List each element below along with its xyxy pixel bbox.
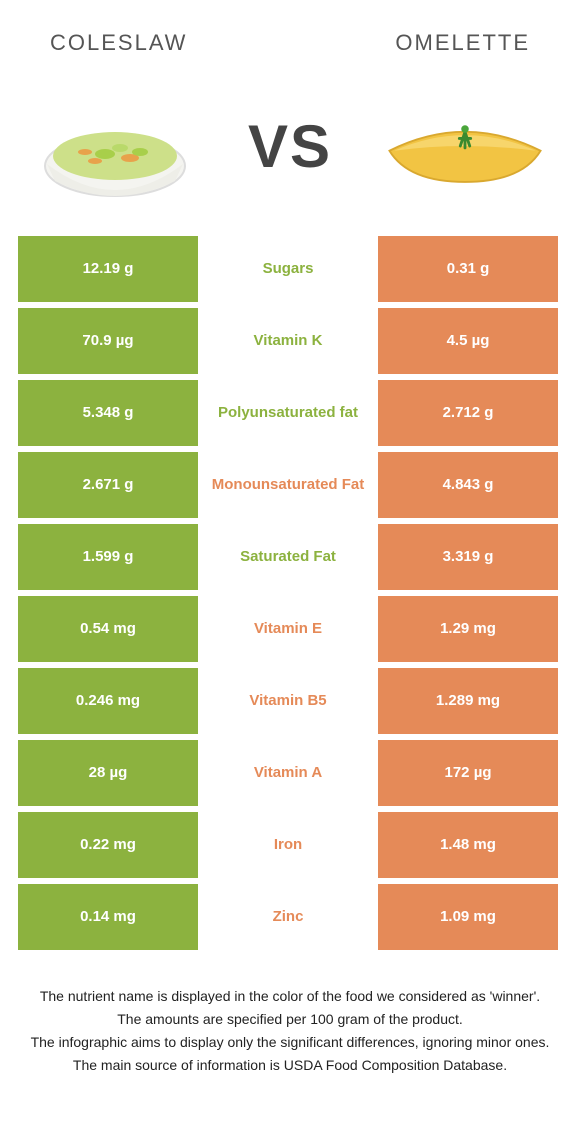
nutrient-label: Saturated Fat — [198, 524, 378, 590]
left-value: 0.14 mg — [18, 884, 198, 950]
right-value: 1.09 mg — [378, 884, 558, 950]
footnote-line: The infographic aims to display only the… — [28, 1032, 552, 1053]
left-value: 12.19 g — [18, 236, 198, 302]
header: Coleslaw Omelette — [0, 0, 580, 76]
right-food-title: Omelette — [395, 30, 530, 56]
left-value: 5.348 g — [18, 380, 198, 446]
left-food-title: Coleslaw — [50, 30, 187, 56]
right-value: 1.48 mg — [378, 812, 558, 878]
right-value: 172 µg — [378, 740, 558, 806]
right-value: 3.319 g — [378, 524, 558, 590]
left-value: 0.22 mg — [18, 812, 198, 878]
right-value: 1.29 mg — [378, 596, 558, 662]
footnote-line: The amounts are specified per 100 gram o… — [28, 1009, 552, 1030]
table-row: 0.246 mgVitamin B51.289 mg — [18, 668, 562, 734]
left-value: 0.54 mg — [18, 596, 198, 662]
right-value: 1.289 mg — [378, 668, 558, 734]
footnote-line: The nutrient name is displayed in the co… — [28, 986, 552, 1007]
footnotes: The nutrient name is displayed in the co… — [0, 956, 580, 1076]
table-row: 0.54 mgVitamin E1.29 mg — [18, 596, 562, 662]
table-row: 5.348 gPolyunsaturated fat2.712 g — [18, 380, 562, 446]
nutrient-label: Vitamin K — [198, 308, 378, 374]
coleslaw-image — [30, 86, 200, 206]
table-row: 2.671 gMonounsaturated Fat4.843 g — [18, 452, 562, 518]
nutrient-label: Zinc — [198, 884, 378, 950]
table-row: 0.14 mgZinc1.09 mg — [18, 884, 562, 950]
left-value: 70.9 µg — [18, 308, 198, 374]
table-row: 1.599 gSaturated Fat3.319 g — [18, 524, 562, 590]
nutrient-label: Sugars — [198, 236, 378, 302]
left-value: 2.671 g — [18, 452, 198, 518]
nutrient-label: Vitamin E — [198, 596, 378, 662]
nutrient-label: Vitamin A — [198, 740, 378, 806]
right-value: 4.843 g — [378, 452, 558, 518]
comparison-table: 12.19 gSugars0.31 g70.9 µgVitamin K4.5 µ… — [0, 236, 580, 950]
nutrient-label: Vitamin B5 — [198, 668, 378, 734]
omelette-image — [380, 86, 550, 206]
right-value: 0.31 g — [378, 236, 558, 302]
footnote-line: The main source of information is USDA F… — [28, 1055, 552, 1076]
left-value: 1.599 g — [18, 524, 198, 590]
right-value: 4.5 µg — [378, 308, 558, 374]
left-value: 0.246 mg — [18, 668, 198, 734]
nutrient-label: Iron — [198, 812, 378, 878]
nutrient-label: Polyunsaturated fat — [198, 380, 378, 446]
left-value: 28 µg — [18, 740, 198, 806]
table-row: 12.19 gSugars0.31 g — [18, 236, 562, 302]
vs-label: VS — [248, 112, 332, 181]
table-row: 0.22 mgIron1.48 mg — [18, 812, 562, 878]
table-row: 70.9 µgVitamin K4.5 µg — [18, 308, 562, 374]
images-row: VS — [0, 76, 580, 236]
nutrient-label: Monounsaturated Fat — [198, 452, 378, 518]
right-value: 2.712 g — [378, 380, 558, 446]
table-row: 28 µgVitamin A172 µg — [18, 740, 562, 806]
